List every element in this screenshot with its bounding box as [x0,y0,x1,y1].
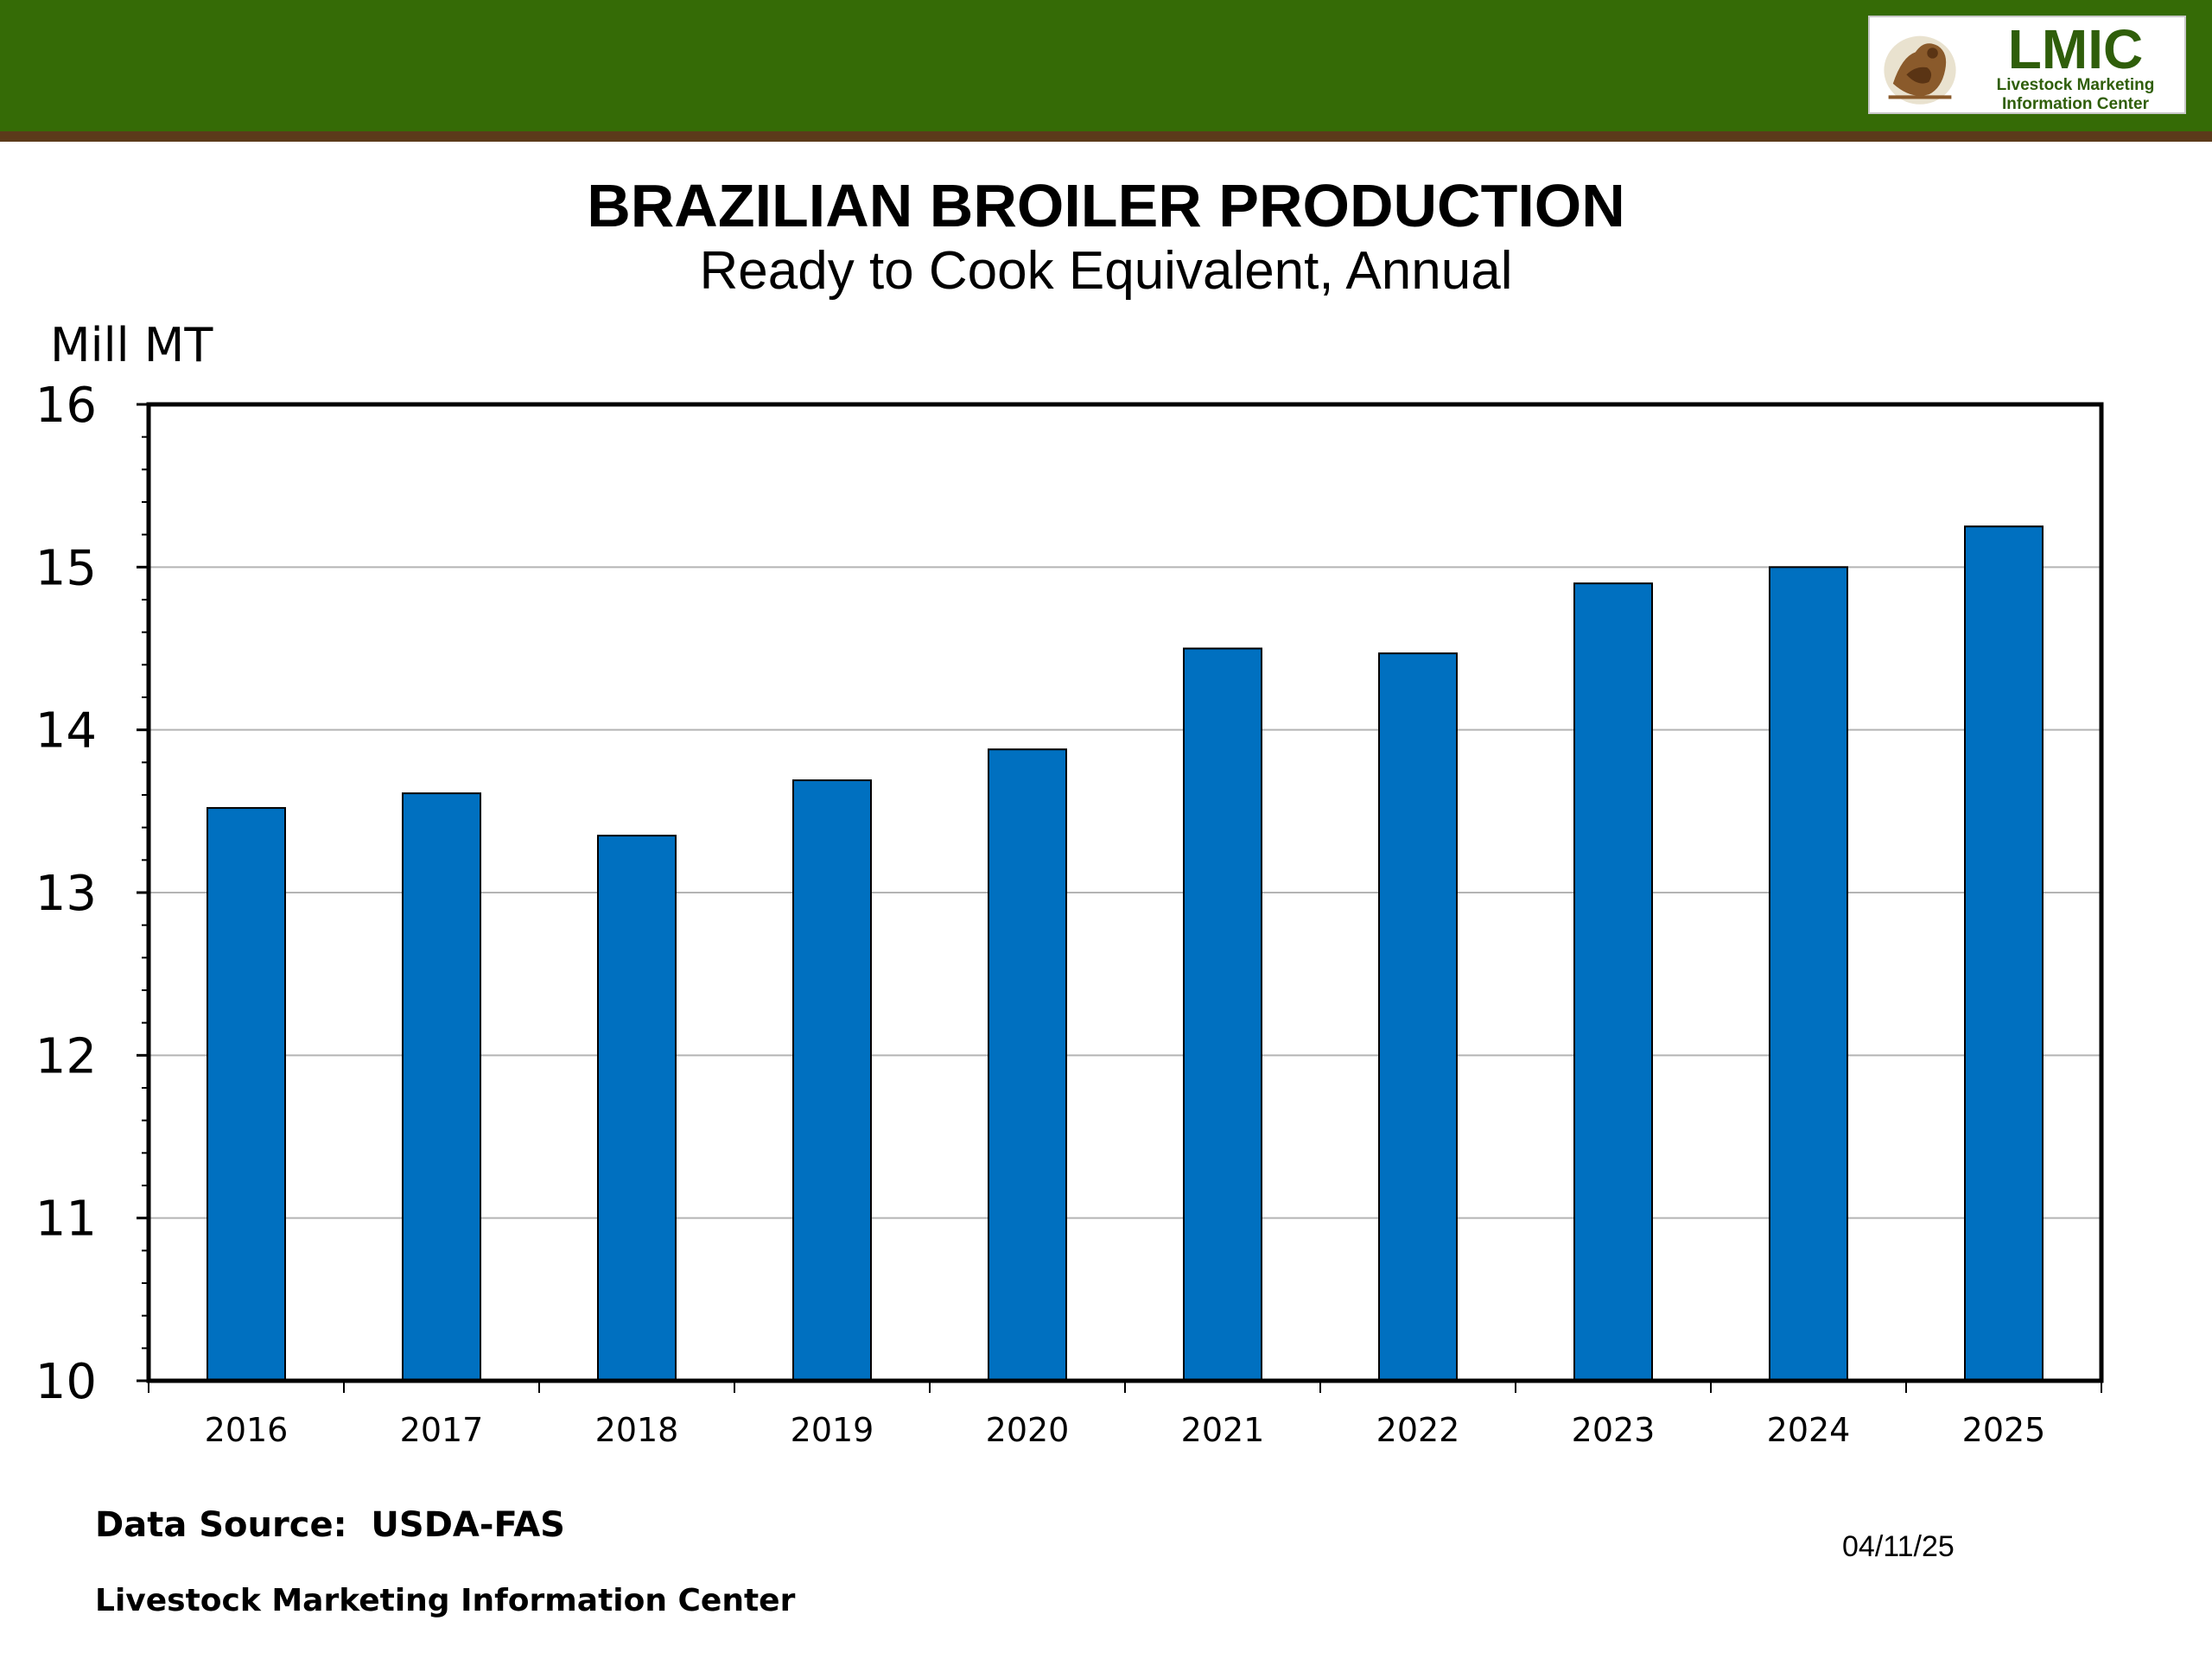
x-tick-label: 2017 [400,1411,484,1449]
lmic-logo: LMIC Livestock Marketing Information Cen… [1868,16,2186,114]
bar-2018 [597,835,677,1382]
y-tick-label: 16 [35,378,97,434]
logo-subtitle: Livestock Marketing Information Center [1996,76,2155,113]
cattle-emblem-icon [1884,35,1956,105]
chart-title: BRAZILIAN BROILER PRODUCTION [587,172,1625,239]
x-tick-label: 2023 [1572,1411,1656,1449]
bar-2025 [1964,525,2044,1382]
x-tick-label: 2021 [1181,1411,1265,1449]
bar-2021 [1183,647,1262,1382]
y-axis-unit-label: Mill MT [50,318,213,372]
x-tick-label: 2024 [1767,1411,1851,1449]
y-tick-label: 10 [35,1354,97,1410]
y-tick-label: 13 [35,866,97,922]
bar-2016 [207,807,286,1382]
bar-2023 [1573,582,1653,1382]
bar-2017 [402,792,481,1382]
x-tick-label: 2019 [791,1411,874,1449]
bar-2022 [1378,652,1458,1382]
organization-name: Livestock Marketing Information Center [95,1583,796,1618]
header-divider [0,131,2212,142]
y-tick-label: 15 [35,540,97,596]
x-tick-label: 2018 [595,1411,679,1449]
y-tick-label: 12 [35,1028,97,1084]
bar-2024 [1769,566,1848,1382]
bars [207,525,2044,1382]
x-tick-label: 2020 [986,1411,1070,1449]
date-stamp: 04/11/25 [1842,1530,1955,1563]
y-tick-label: 14 [35,703,97,760]
chart-subtitle: Ready to Cook Equivalent, Annual [699,241,1513,301]
x-tick-label: 2022 [1376,1411,1460,1449]
axes [137,403,2102,1393]
x-tick-label: 2016 [205,1411,289,1449]
logo-wordmark: LMIC [2007,18,2144,80]
x-tick-label: 2025 [1962,1411,2046,1449]
bar-2019 [792,779,872,1382]
data-source-note: Data Source: USDA-FAS [95,1505,565,1545]
bar-2020 [988,748,1067,1382]
tick-labels: 10 11 12 13 14 15 16 2016 2017 2018 2019 2020 2021 20… [35,378,2046,1449]
header-band [0,0,2212,131]
y-tick-label: 11 [35,1192,97,1248]
